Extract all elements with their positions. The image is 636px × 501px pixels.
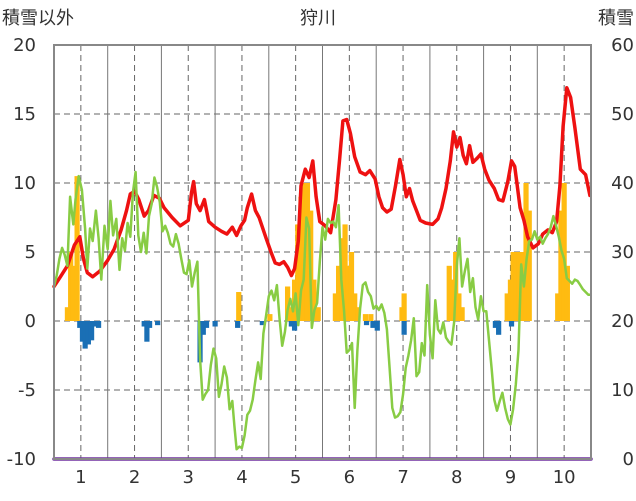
bar-series-2-bar	[315, 307, 321, 321]
x-tick-label: 4	[236, 467, 247, 488]
x-tick-label: 5	[290, 467, 301, 488]
x-tick-label: 6	[344, 467, 355, 488]
x-tick-label: 2	[129, 467, 140, 488]
x-tick-label: 1	[75, 467, 86, 488]
bar-series-2-bar	[311, 279, 317, 321]
bar-series-3-bar	[259, 321, 265, 326]
bar-series-2-bar	[332, 293, 338, 321]
right-tick-label: 50	[611, 104, 634, 125]
bar-series-3-bar	[144, 321, 150, 342]
bar-series-2-bar	[504, 293, 510, 321]
left-tick-label: -5	[18, 380, 36, 401]
left-tick-label: -10	[7, 449, 36, 470]
right-tick-label: 10	[611, 380, 634, 401]
bar-series-3-bar	[85, 321, 91, 345]
bar-series-3-bar	[200, 321, 206, 335]
plot-frame	[53, 44, 592, 460]
bar-series-2-bar	[368, 314, 374, 321]
x-tick-label: 3	[183, 467, 194, 488]
bar-series-2-bar	[295, 224, 301, 321]
bar-series-3-bar	[291, 321, 298, 331]
bar-series-group	[64, 176, 570, 363]
bar-series-2-bar	[362, 314, 369, 321]
bar-series-3-bar	[79, 321, 86, 342]
bar-series-2-bar	[558, 210, 564, 321]
x-tick-label: 9	[505, 467, 516, 488]
bar-series-2-bar	[507, 279, 514, 321]
bar-series-2-bar	[564, 265, 570, 321]
bar-series-2-bar	[236, 292, 242, 321]
bar-series-2-bar	[561, 183, 567, 321]
bar-series-2-bar	[513, 252, 519, 321]
bar-series-2-bar	[526, 210, 532, 321]
line-series-0	[52, 86, 592, 289]
bar-series-2-bar	[459, 307, 465, 321]
bar-series-3-bar	[235, 321, 241, 328]
right-axis-title: 積雪	[598, 8, 634, 29]
bar-series-3-bar	[77, 321, 83, 328]
bar-series-3-bar	[374, 321, 380, 331]
bar-series-2-bar	[446, 265, 452, 321]
bar-series-2-bar	[284, 286, 291, 321]
bar-series-3-bar	[95, 321, 102, 328]
bar-series-2-bar	[267, 314, 273, 321]
bar-series-2-bar	[348, 252, 355, 321]
bar-series-2-bar	[456, 293, 462, 321]
bar-series-3-bar	[492, 321, 499, 328]
left-axis-title: 積雪以外	[2, 8, 74, 29]
bar-series-3-bar	[508, 321, 515, 327]
bar-series-3-bar	[363, 321, 370, 326]
bar-series-3-bar	[82, 321, 88, 349]
right-tick-label: 60	[611, 35, 634, 56]
tick-labels: -10 -5 0 5 10 15 20 0 10 20 30 40 50 60 1 2 3 4 5 6 7 8 9 10	[7, 35, 634, 488]
bar-series-3-bar	[93, 321, 99, 327]
bar-series-2-bar	[304, 183, 311, 321]
bar-series-2-bar	[352, 293, 358, 321]
bar-series-2-bar	[355, 307, 361, 321]
left-tick-label: 10	[13, 173, 36, 194]
bar-series-2-bar	[74, 176, 80, 321]
right-tick-label: 0	[623, 449, 634, 470]
bar-series-2-bar	[401, 293, 407, 321]
left-tick-label: 5	[25, 242, 36, 263]
bar-series-2-bar	[345, 265, 351, 321]
right-tick-label: 40	[611, 173, 634, 194]
bar-series-2-bar	[68, 252, 74, 321]
right-tick-label: 30	[611, 242, 634, 263]
bar-series-2-bar	[70, 265, 76, 321]
x-tick-label: 7	[397, 467, 408, 488]
bar-series-3-bar	[288, 321, 294, 327]
bar-series-3-bar	[401, 321, 407, 335]
bar-series-2-bar	[288, 307, 294, 321]
bar-series-2-bar	[510, 252, 516, 321]
bar-series-3-bar	[370, 321, 376, 328]
bar-series-3-bar	[155, 321, 161, 326]
bar-series-3-bar	[88, 321, 95, 341]
grid-lines	[54, 45, 591, 459]
bar-series-2-bar	[449, 279, 456, 321]
chart-title: 狩川	[300, 8, 336, 29]
bar-series-3-bar	[146, 321, 153, 328]
bar-series-3-bar	[141, 321, 147, 327]
x-tick-label: 10	[553, 467, 576, 488]
bar-series-2-bar	[342, 224, 348, 321]
bar-series-2-bar	[523, 183, 529, 321]
bar-series-2-bar	[64, 307, 71, 321]
bar-series-3-bar	[496, 321, 502, 335]
right-tick-label: 20	[611, 311, 634, 332]
left-tick-label: 20	[13, 35, 36, 56]
left-tick-label: 0	[25, 311, 36, 332]
left-tick-label: 15	[13, 104, 36, 125]
bar-series-3-bar	[212, 321, 218, 327]
bar-series-3-bar	[203, 321, 210, 328]
bar-series-2-bar	[298, 196, 304, 321]
line-series-1	[52, 170, 592, 451]
bar-series-2-bar	[336, 265, 342, 321]
bar-series-2-bar	[555, 293, 561, 321]
x-tick-label: 8	[451, 467, 462, 488]
